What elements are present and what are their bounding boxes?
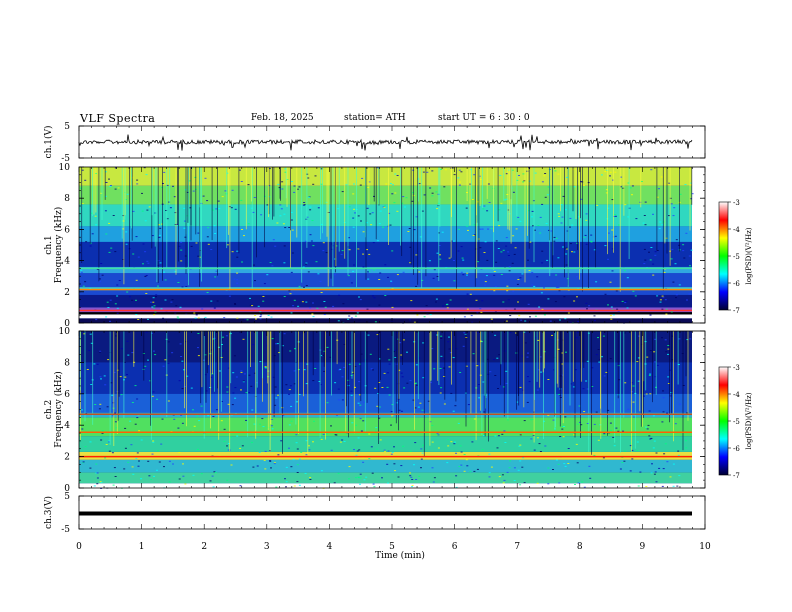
band-0 [79, 483, 692, 488]
band-7 [79, 393, 692, 413]
colorbar-2: -3 -4 -5 -6 -7 log(PSD)(V²/Hz) [718, 364, 753, 480]
ytick-ch1-spectrogram-0: 0 [64, 319, 70, 329]
colorbar-tick-2-1: -4 [733, 391, 740, 399]
band-13 [79, 167, 692, 186]
start-time-label: start UT = 6 : 30 : 0 [438, 113, 530, 123]
xtick-label-3: 3 [264, 542, 270, 552]
ytick-ch2-spectrogram-1: 2 [64, 453, 70, 463]
panel-ch1-spectrogram [79, 167, 694, 324]
ytick-ch1-spectrogram-1: 2 [64, 288, 70, 298]
speckle-texture [80, 167, 694, 324]
band-2 [79, 459, 692, 473]
xtick-label-2: 2 [201, 542, 207, 552]
panel-ch1-waveform [78, 134, 693, 151]
colorbar-tick-1-3: -6 [733, 280, 740, 288]
speckle-texture [79, 331, 692, 489]
band-12 [79, 185, 692, 205]
band-6 [79, 287, 692, 291]
colorbar-tick-1-4: -7 [733, 307, 740, 315]
xtick-label-1: 1 [139, 542, 145, 552]
ylabel-ch1-spectrogram-channel: ch.1 [44, 235, 54, 254]
xtick-label-7: 7 [514, 542, 520, 552]
ylabel-ch2-spectrogram: Frequency (kHz) [53, 371, 64, 448]
band-0 [79, 318, 692, 323]
band-6 [79, 412, 692, 418]
ytick-ch3-waveform-1: -5 [61, 525, 70, 535]
ylabel-ch1-waveform: ch.1(V) [43, 126, 54, 159]
colorbar-tick-2-0: -3 [733, 364, 740, 372]
ylabel-ch2-spectrogram-channel: ch.2 [44, 400, 54, 419]
colorbar-label-2: log(PSD)(V²/Hz) [745, 392, 753, 449]
band-1 [79, 472, 692, 484]
xtick-label-6: 6 [452, 542, 458, 552]
ytick-ch1-waveform-0: 5 [64, 122, 70, 132]
ytick-ch2-spectrogram-3: 6 [64, 390, 70, 400]
ytick-ch1-spectrogram-4: 8 [64, 194, 70, 204]
ytick-ch2-spectrogram-0: 0 [64, 484, 70, 494]
ytick-ch1-spectrogram-5: 10 [59, 163, 71, 173]
band-10 [79, 226, 692, 242]
band-4 [79, 294, 692, 308]
band-9 [79, 241, 692, 267]
xtick-label-8: 8 [577, 542, 583, 552]
band-4 [79, 436, 692, 452]
ytick-ch2-spectrogram-2: 4 [64, 421, 70, 431]
colorbar-tick-2-3: -6 [733, 445, 740, 453]
band-1 [79, 314, 692, 319]
band-5 [79, 417, 692, 437]
colorbar-label-1: log(PSD)(V²/Hz) [745, 227, 753, 284]
figure-title: VLF Spectra [80, 112, 156, 125]
xtick-label-0: 0 [76, 542, 82, 552]
ytick-ch1-waveform-1: -5 [61, 154, 70, 164]
ch1-trace [78, 134, 693, 151]
band-11 [79, 204, 692, 227]
colorbar-tick-1-2: -5 [733, 253, 740, 261]
ylabel-ch3-waveform: ch.3(V) [43, 496, 54, 529]
colorbar-tick-2-4: -7 [733, 472, 740, 480]
ytick-ch2-spectrogram-5: 10 [59, 327, 71, 337]
sferic-streaks [81, 167, 693, 292]
date-label: Feb. 18, 2025 [251, 113, 314, 123]
panel-ch2-spectrogram [79, 331, 692, 489]
xtick-label-9: 9 [640, 542, 646, 552]
band-5 [79, 290, 692, 295]
x-axis-label: Time (min) [375, 550, 425, 561]
xtick-label-10: 10 [699, 542, 711, 552]
colorbar-tick-1-0: -3 [733, 199, 740, 207]
ytick-ch2-spectrogram-4: 8 [64, 358, 70, 368]
colorbar-1: -3 -4 -5 -6 -7 log(PSD)(V²/Hz) [718, 199, 753, 315]
band-2 [79, 312, 692, 315]
sferic-streaks [79, 331, 689, 457]
ylabel-ch1-spectrogram: Frequency (kHz) [53, 207, 64, 284]
band-9 [79, 331, 692, 363]
xtick-label-5: 5 [389, 542, 395, 552]
band-8 [79, 266, 692, 274]
band-7 [79, 273, 692, 288]
ytick-ch1-spectrogram-3: 6 [64, 225, 70, 235]
colorbar-tick-1-1: -4 [733, 226, 740, 234]
band-8 [79, 362, 692, 394]
ytick-ch3-waveform-0: 5 [64, 492, 70, 502]
colorbar-tick-2-2: -5 [733, 418, 740, 426]
ytick-ch1-spectrogram-2: 4 [64, 257, 70, 267]
band-3 [79, 307, 692, 313]
station-label: station= ATH [344, 113, 406, 123]
band-3 [79, 451, 692, 460]
xtick-label-4: 4 [327, 542, 333, 552]
